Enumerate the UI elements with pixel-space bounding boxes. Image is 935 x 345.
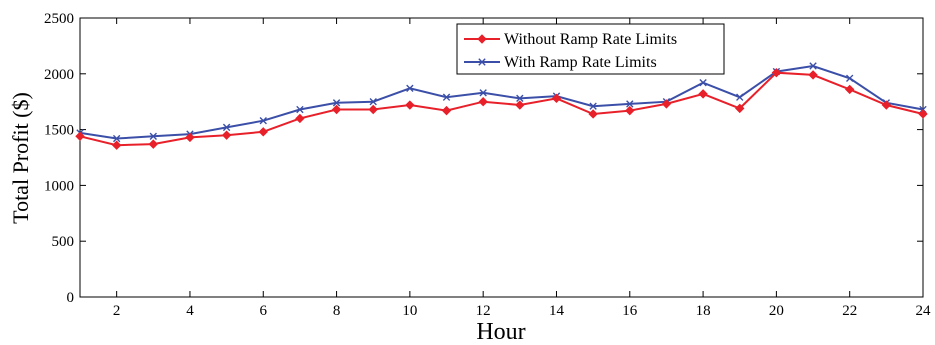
legend-label: Without Ramp Rate Limits: [504, 31, 677, 48]
data-point-x: [222, 123, 231, 132]
data-point-x: [112, 134, 121, 143]
data-point-x: [296, 105, 304, 114]
data-point-x: [332, 99, 341, 107]
data-point-diamond: [735, 103, 745, 114]
y-tick-label: 500: [52, 234, 75, 250]
data-point-x: [478, 58, 486, 66]
x-tick-label: 16: [622, 303, 638, 319]
data-point-x: [736, 93, 744, 101]
series-line: [79, 64, 924, 140]
data-point-diamond: [515, 100, 525, 110]
data-point-diamond: [221, 130, 232, 140]
legend-item: With Ramp Rate Limits: [464, 54, 657, 71]
y-tick-label: 2500: [44, 11, 74, 27]
legend-box: [456, 23, 725, 75]
data-point-x: [699, 79, 707, 87]
series-without-ramp-rate-limits: [75, 67, 928, 150]
data-point-diamond: [258, 127, 268, 137]
x-axis-title: Hour: [476, 319, 525, 345]
data-point-diamond: [477, 34, 487, 44]
data-point-x: [516, 94, 524, 103]
data-point-x: [442, 93, 451, 101]
y-tick-label: 1500: [44, 123, 74, 139]
data-point-x: [589, 102, 597, 110]
data-point-diamond: [331, 104, 342, 115]
x-tick-label: 18: [696, 303, 711, 319]
data-point-diamond: [368, 104, 378, 115]
series-layer: [75, 62, 928, 150]
x-tick-label: 22: [842, 303, 857, 319]
data-point-diamond: [478, 96, 488, 107]
x-tick-label: 10: [402, 303, 417, 319]
data-point-diamond: [295, 113, 305, 124]
data-point-x: [259, 116, 267, 125]
data-point-x: [809, 62, 817, 70]
data-point-x: [626, 100, 634, 108]
data-point-diamond: [148, 139, 159, 149]
y-tick-label: 0: [67, 290, 75, 306]
data-point-diamond: [75, 131, 85, 142]
data-point-diamond: [808, 70, 818, 80]
data-point-x: [846, 74, 854, 82]
data-point-x: [369, 98, 377, 106]
data-point-x: [149, 132, 157, 140]
x-tick-label: 4: [186, 303, 194, 319]
data-point-diamond: [918, 109, 928, 119]
data-point-diamond: [588, 109, 598, 119]
x-tick-label: 24: [916, 303, 932, 319]
y-axis-title: Total Profit ($): [8, 92, 33, 224]
series-line: [79, 71, 924, 147]
data-point-diamond: [551, 93, 562, 104]
x-tick-label: 8: [333, 303, 341, 319]
y-tick-label: 1000: [44, 178, 74, 194]
data-point-diamond: [185, 132, 195, 143]
data-point-x: [406, 84, 414, 93]
data-point-diamond: [771, 67, 782, 78]
x-tick-label: 2: [113, 303, 121, 319]
x-tick-label: 20: [769, 303, 784, 319]
legend-item: Without Ramp Rate Limits: [464, 31, 677, 48]
legend-label: With Ramp Rate Limits: [504, 54, 657, 71]
data-point-diamond: [881, 100, 892, 110]
data-point-diamond: [661, 99, 672, 109]
data-point-diamond: [844, 84, 855, 95]
y-tick-label: 2000: [44, 67, 74, 83]
x-tick-label: 12: [476, 303, 491, 319]
y-axis-ticks: 0 500 1000 1500 2000 2500: [44, 11, 923, 306]
x-tick-label: 6: [260, 303, 268, 319]
data-point-diamond: [405, 100, 415, 110]
data-point-x: [479, 89, 487, 97]
data-point-diamond: [441, 105, 452, 116]
data-point-diamond: [625, 105, 635, 116]
data-point-diamond: [111, 140, 122, 150]
x-tick-label: 14: [549, 303, 565, 319]
x-axis-ticks: 2 4 6 8 10 12 14 16 18 20 22 24: [113, 18, 931, 319]
data-point-diamond: [698, 89, 708, 99]
legend: Without Ramp Rate Limits With Ramp Rate L…: [456, 23, 725, 75]
